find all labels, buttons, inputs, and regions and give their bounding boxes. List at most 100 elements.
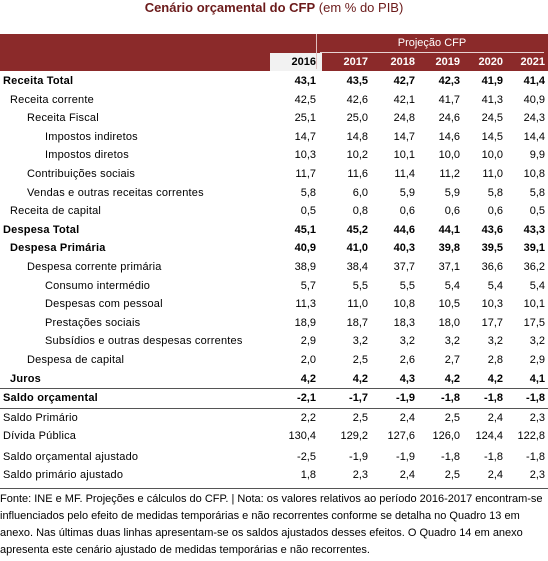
- cell-2020: 0,6: [487, 205, 503, 218]
- cell-2016: 11,7: [295, 167, 316, 180]
- cell-2017: 3,2: [352, 335, 368, 348]
- cell-2018: 2,4: [399, 469, 415, 482]
- cell-2018: 44,6: [393, 223, 415, 236]
- cell-2020: 11,0: [482, 167, 503, 180]
- cell-2018: 0,6: [399, 205, 415, 218]
- cell-2016: 2,2: [300, 411, 316, 424]
- cell-2019: 5,4: [444, 279, 460, 292]
- row-label: Consumo intermédio: [45, 279, 151, 292]
- cell-2019: 5,9: [444, 186, 460, 199]
- cell-2020: 14,5: [481, 130, 503, 143]
- cell-2019: 42,3: [438, 75, 460, 87]
- cell-2020: 2,4: [487, 469, 503, 482]
- cell-2018: 127,6: [387, 430, 415, 443]
- row-label: Subsídios e outras despesas correntes: [45, 335, 243, 348]
- table-row: Saldo orçamental -2,1 -1,7 -1,9 -1,8 -1,8 -1,8: [0, 388, 548, 409]
- projection-underline: [320, 52, 544, 53]
- cell-2021: 2,3: [529, 411, 545, 424]
- cell-2021: 2,9: [529, 353, 545, 366]
- cell-2021: 41,4: [523, 75, 545, 87]
- row-label: Vendas e outras receitas correntes: [27, 186, 204, 199]
- cell-2018: 37,7: [393, 260, 415, 273]
- header-separator: [316, 34, 317, 69]
- table-title: Cenário orçamental do CFP (em % do PIB): [0, 0, 548, 16]
- cell-2016: 0,5: [300, 205, 316, 218]
- cell-2021: 2,3: [529, 469, 545, 482]
- cell-2017: 45,2: [346, 223, 368, 236]
- cell-2017: 129,2: [340, 430, 368, 443]
- table-row: Consumo intermédio 5,7 5,5 5,5 5,4 5,4 5,4: [0, 277, 548, 296]
- table-row: Saldo primário ajustado 1,8 2,3 2,4 2,5 2,4 2,…: [0, 466, 548, 485]
- row-label: Contribuições sociais: [27, 167, 136, 180]
- cell-2018: 40,3: [393, 242, 415, 255]
- row-label: Receita corrente: [10, 93, 94, 106]
- cell-2017: -1,7: [349, 392, 368, 405]
- cell-2020: 3,2: [487, 335, 503, 348]
- cell-2020: 10,3: [481, 298, 503, 311]
- cell-2018: 24,8: [393, 112, 415, 125]
- cell-2017: 6,0: [352, 186, 368, 199]
- cell-2018: -1,9: [396, 392, 415, 405]
- cell-2020: 124,4: [475, 430, 503, 443]
- cell-2016: 42,5: [294, 93, 316, 106]
- cell-2016: 18,9: [294, 316, 316, 329]
- cell-2020: 4,2: [487, 372, 503, 385]
- cell-2019: 18,0: [438, 316, 460, 329]
- cell-2021: 122,8: [517, 430, 545, 443]
- cell-2019: 10,0: [438, 149, 460, 162]
- cell-2018: -1,9: [396, 450, 415, 463]
- cell-2016: 38,9: [294, 260, 316, 273]
- cell-2021: 5,8: [529, 186, 545, 199]
- cell-2019: 11,2: [439, 167, 460, 180]
- cell-2017: 25,0: [346, 112, 368, 125]
- cell-2017: 14,8: [346, 130, 368, 143]
- year-2016-bg: [270, 53, 322, 71]
- cell-2017: 2,5: [352, 411, 368, 424]
- cell-2021: 14,4: [523, 130, 545, 143]
- cell-2019: -1,8: [441, 392, 460, 405]
- cell-2016: 2,0: [300, 353, 316, 366]
- cell-2021: 3,2: [529, 335, 545, 348]
- cell-2021: 39,1: [523, 242, 545, 255]
- row-label: Saldo orçamental ajustado: [3, 450, 139, 463]
- cell-2016: 5,7: [300, 279, 316, 292]
- cell-2019: 2,7: [444, 353, 460, 366]
- cell-2021: 10,8: [523, 167, 545, 180]
- row-label: Receita de capital: [10, 205, 102, 218]
- row-label: Despesa Total: [3, 223, 80, 236]
- cell-2021: 4,1: [529, 372, 545, 385]
- table-row: Despesa Total 45,1 45,2 44,6 44,1 43,6 43,3: [0, 221, 548, 240]
- cell-2017: 11,6: [347, 167, 368, 180]
- table-row: Despesa Primária 40,9 41,0 40,3 39,8 39,5 39,1: [0, 239, 548, 258]
- cell-2020: -1,8: [484, 392, 503, 405]
- cell-2021: 0,5: [529, 205, 545, 218]
- cell-2016: 4,2: [300, 372, 316, 385]
- cell-2021: -1,8: [526, 450, 545, 463]
- cell-2019: 37,1: [438, 260, 460, 273]
- cell-2016: 45,1: [294, 223, 316, 236]
- cell-2021: 10,1: [523, 298, 545, 311]
- cell-2019: 24,6: [438, 112, 460, 125]
- cell-2021: 24,3: [523, 112, 545, 125]
- table-row: Saldo Primário 2,2 2,5 2,4 2,5 2,4 2,3: [0, 409, 548, 428]
- cell-2018: 10,1: [393, 149, 415, 162]
- cell-2020: -1,8: [484, 450, 503, 463]
- cell-2017: 2,5: [352, 353, 368, 366]
- row-label: Saldo Primário: [3, 411, 78, 424]
- cell-2018: 42,1: [393, 93, 415, 106]
- cell-2019: 3,2: [444, 335, 460, 348]
- row-label: Despesas com pessoal: [45, 298, 163, 311]
- cell-2017: 41,0: [346, 242, 368, 255]
- cell-2021: 43,3: [523, 223, 545, 236]
- cell-2016: 130,4: [288, 430, 316, 443]
- title-unit: (em % do PIB): [315, 0, 404, 15]
- cell-2020: 2,4: [487, 411, 503, 424]
- table-row: Despesa corrente primária 38,9 38,4 37,7 37,…: [0, 258, 548, 277]
- cell-2019: 14,6: [438, 130, 460, 143]
- cell-2018: 5,5: [399, 279, 415, 292]
- table-row: Receita de capital 0,5 0,8 0,6 0,6 0,6 0,5: [0, 202, 548, 221]
- cell-2019: 0,6: [444, 205, 460, 218]
- cell-2018: 2,4: [399, 411, 415, 424]
- table-row: Receita corrente 42,5 42,6 42,1 41,7 41,3 40,9: [0, 91, 548, 110]
- table-row: Contribuições sociais 11,7 11,6 11,4 11,2 11,…: [0, 165, 548, 184]
